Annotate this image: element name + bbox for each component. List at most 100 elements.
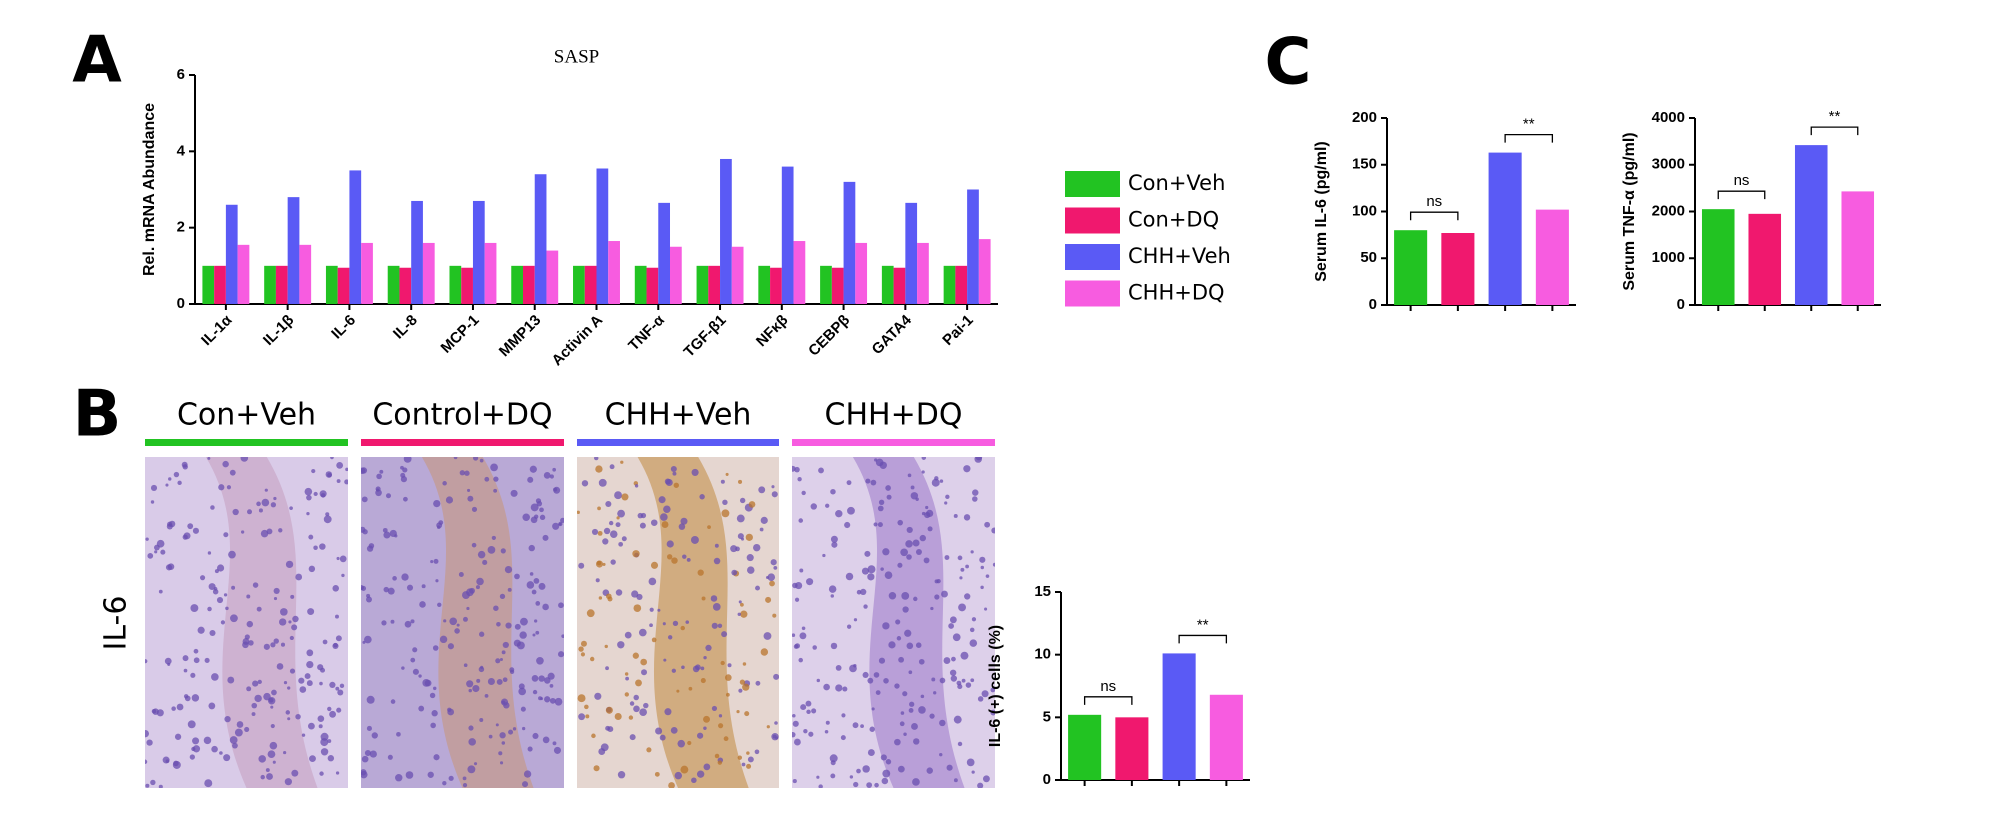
cell-nucleus bbox=[898, 656, 905, 663]
cell-nucleus bbox=[208, 702, 216, 710]
cell-nucleus bbox=[216, 596, 224, 604]
cell-nucleus bbox=[490, 463, 498, 472]
bar bbox=[411, 200, 423, 304]
cell-nucleus bbox=[957, 555, 963, 561]
cell-nucleus bbox=[448, 775, 454, 781]
cell-nucleus bbox=[886, 494, 892, 500]
micrograph bbox=[361, 457, 564, 788]
y-tick-label: 4 bbox=[177, 142, 186, 159]
cell-nucleus bbox=[897, 519, 904, 526]
cell-nucleus bbox=[617, 509, 625, 518]
cell-nucleus bbox=[291, 769, 299, 777]
cell-nucleus bbox=[280, 608, 288, 616]
cell-nucleus bbox=[396, 731, 401, 737]
cell-nucleus bbox=[229, 736, 238, 744]
cell-nucleus bbox=[897, 765, 905, 773]
row-label: IL-6 bbox=[99, 596, 134, 651]
cell-nucleus bbox=[739, 497, 746, 504]
cell-nucleus bbox=[193, 648, 199, 654]
y-axis-label: Serum IL-6 (pg/ml) bbox=[1313, 141, 1330, 281]
cell-nucleus bbox=[972, 496, 978, 502]
cell-nucleus bbox=[526, 581, 535, 589]
cell-nucleus bbox=[794, 597, 800, 602]
cell-nucleus bbox=[659, 734, 666, 741]
cell-nucleus bbox=[258, 755, 266, 763]
x-tick-label: IL-6 bbox=[328, 312, 359, 343]
cell-nucleus bbox=[710, 595, 718, 602]
cell-nucleus bbox=[980, 565, 985, 570]
cell-nucleus bbox=[703, 763, 711, 771]
cell-nucleus bbox=[177, 480, 182, 486]
cell-nucleus bbox=[193, 657, 200, 664]
cell-nucleus bbox=[881, 777, 889, 785]
cell-nucleus bbox=[634, 484, 639, 488]
cell-nucleus bbox=[539, 507, 544, 513]
cell-nucleus bbox=[542, 603, 549, 611]
cell-nucleus bbox=[558, 602, 564, 609]
bar bbox=[422, 242, 435, 304]
cell-nucleus bbox=[187, 523, 194, 530]
cell-nucleus bbox=[364, 635, 372, 644]
cell-nucleus bbox=[655, 727, 663, 735]
cell-nucleus bbox=[643, 702, 649, 709]
cell-nucleus bbox=[906, 642, 914, 650]
cell-nucleus bbox=[615, 522, 621, 528]
cell-nucleus bbox=[531, 589, 537, 595]
cell-nucleus bbox=[211, 673, 219, 681]
cell-nucleus bbox=[406, 584, 414, 591]
cell-nucleus bbox=[476, 577, 484, 586]
cell-nucleus bbox=[867, 749, 875, 757]
cell-nucleus bbox=[748, 501, 756, 508]
cell-nucleus bbox=[236, 721, 244, 728]
bar bbox=[1488, 152, 1522, 305]
cell-nucleus bbox=[371, 732, 378, 739]
bar bbox=[1115, 717, 1149, 780]
cell-nucleus bbox=[150, 779, 156, 786]
cell-nucleus bbox=[818, 467, 824, 474]
cell-nucleus bbox=[532, 732, 539, 740]
significance-label: ** bbox=[1829, 108, 1841, 125]
cell-nucleus bbox=[678, 523, 686, 530]
cell-nucleus bbox=[273, 496, 277, 501]
micrograph-content bbox=[792, 457, 995, 788]
cell-nucleus bbox=[361, 770, 368, 779]
bar bbox=[843, 181, 856, 304]
y-tick-label: 4000 bbox=[1652, 109, 1685, 126]
cell-nucleus bbox=[969, 639, 978, 647]
cell-nucleus bbox=[306, 649, 314, 657]
cell-nucleus bbox=[454, 628, 460, 634]
bar bbox=[658, 202, 671, 304]
cell-nucleus bbox=[812, 645, 817, 650]
cell-nucleus bbox=[690, 536, 699, 544]
cell-nucleus bbox=[977, 696, 984, 702]
cell-nucleus bbox=[439, 635, 448, 644]
cell-nucleus bbox=[499, 658, 503, 662]
cell-nucleus bbox=[584, 704, 589, 710]
y-tick-label: 100 bbox=[1352, 202, 1377, 219]
y-tick-label: 0 bbox=[1677, 296, 1685, 313]
cell-nucleus bbox=[835, 684, 843, 692]
cell-nucleus bbox=[700, 666, 705, 671]
cell-nucleus bbox=[595, 578, 600, 583]
cell-nucleus bbox=[325, 471, 333, 478]
cell-nucleus bbox=[982, 775, 990, 783]
y-tick-label: 0 bbox=[177, 295, 185, 312]
cell-nucleus bbox=[721, 509, 730, 518]
cell-nucleus bbox=[602, 538, 609, 545]
bar bbox=[905, 202, 918, 304]
cell-nucleus bbox=[632, 652, 639, 659]
cell-nucleus bbox=[866, 782, 873, 788]
cell-nucleus bbox=[260, 529, 269, 538]
cell-nucleus bbox=[145, 759, 148, 764]
cell-nucleus bbox=[676, 689, 680, 693]
cell-nucleus bbox=[685, 620, 690, 624]
cell-nucleus bbox=[918, 706, 926, 714]
cell-nucleus bbox=[500, 698, 509, 706]
cell-nucleus bbox=[638, 628, 647, 637]
cell-nucleus bbox=[934, 594, 940, 600]
cell-nucleus bbox=[845, 572, 854, 581]
cell-nucleus bbox=[737, 479, 743, 484]
cell-nucleus bbox=[773, 565, 778, 570]
cell-nucleus bbox=[336, 556, 340, 561]
cell-nucleus bbox=[977, 782, 984, 788]
